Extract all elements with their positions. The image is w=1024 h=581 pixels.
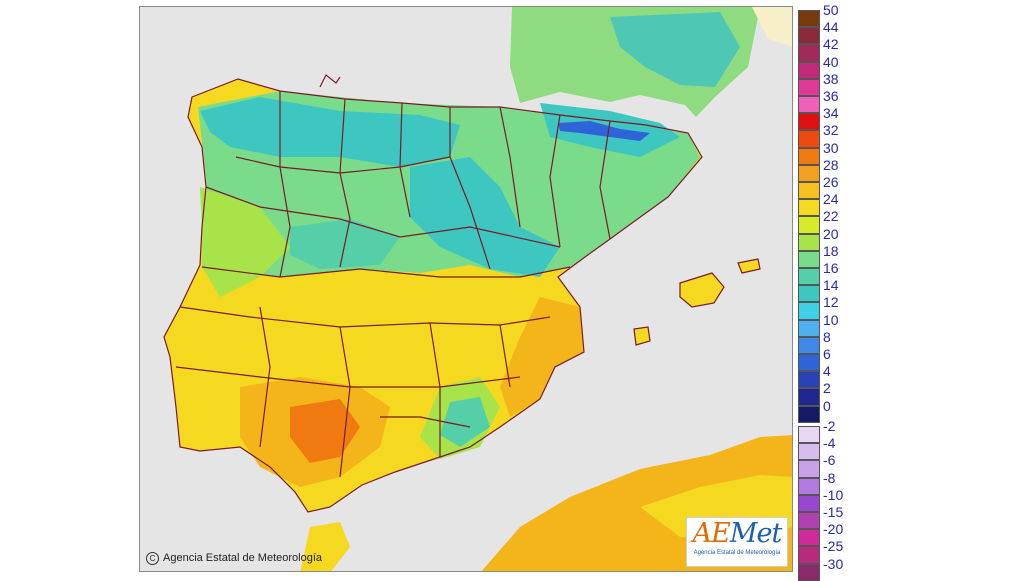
sierra-nevada-cool	[440, 397, 490, 447]
legend-label: 44	[823, 19, 839, 36]
legend-swatch-positive-10	[798, 182, 820, 200]
legend-swatch-positive-22	[798, 388, 820, 406]
legend-swatch-positive-9	[798, 164, 820, 182]
region-boundaries	[163, 74, 761, 513]
legend-label: 22	[823, 208, 839, 225]
legend-label: 32	[823, 122, 839, 139]
cantabrian-cold-zone	[200, 97, 460, 167]
guadalquivir-core	[290, 399, 360, 463]
legend-label: 30	[823, 139, 839, 156]
legend-swatch-positive-14	[798, 250, 820, 268]
legend-swatch-positive-17	[798, 302, 820, 320]
legend-swatch-positive-5	[798, 96, 820, 114]
legend-swatch-positive-4	[798, 78, 820, 96]
legend-swatch-positive-7	[798, 130, 820, 148]
legend-swatch-positive-16	[798, 285, 820, 303]
legend-swatch-negative-6	[798, 529, 820, 547]
ceuta-coast	[300, 522, 350, 571]
legend-label: 34	[823, 105, 839, 122]
legend-swatch-positive-13	[798, 233, 820, 251]
legend-label: 12	[823, 294, 839, 311]
legend-label: 2	[823, 380, 831, 397]
legend-label: 42	[823, 36, 839, 53]
iberian-range-cold-zone	[410, 157, 560, 277]
legend-swatch-negative-4	[798, 494, 820, 512]
credit-text: Agencia Estatal de Meteorología	[163, 552, 322, 564]
legend-swatch-positive-18	[798, 319, 820, 337]
ibiza-island	[634, 327, 650, 345]
legend-label: 20	[823, 225, 839, 242]
legend-label: 36	[823, 88, 839, 104]
legend-label: 50	[823, 2, 839, 18]
legend-swatch-negative-7	[798, 546, 820, 564]
legend-swatch-positive-12	[798, 216, 820, 234]
legend-swatch-positive-11	[798, 199, 820, 217]
legend-swatch-positive-2	[798, 44, 820, 62]
legend-label: 38	[823, 70, 839, 87]
map-canvas	[140, 7, 792, 571]
legend-label: 4	[823, 363, 831, 380]
copyright-credit: C Agencia Estatal de Meteorología	[146, 552, 322, 565]
legend-label: -15	[823, 504, 844, 520]
legend-swatch-negative-8	[798, 563, 820, 581]
legend-swatch-positive-19	[798, 336, 820, 354]
legend-swatch-negative-3	[798, 477, 820, 495]
legend-swatch-positive-15	[798, 268, 820, 286]
legend-label: -6	[823, 452, 836, 469]
legend-swatch-positive-21	[798, 371, 820, 389]
legend-label: 8	[823, 328, 831, 345]
logo-subtitle: Agencia Estatal de Meteorología	[693, 550, 781, 556]
legend-label: 26	[823, 174, 839, 190]
legend-swatch-negative-5	[798, 512, 820, 530]
legend-label: -4	[823, 435, 836, 452]
pyrenees-peaks	[558, 121, 650, 141]
legend-label: -30	[823, 555, 844, 572]
legend-label: 18	[823, 242, 839, 259]
france-mountains	[610, 12, 740, 87]
aemet-logo: AEMet Agencia Estatal de Meteorología	[686, 517, 788, 567]
legend-swatch-negative-1	[798, 443, 820, 461]
legend-label: 6	[823, 346, 831, 362]
legend-swatch-positive-23	[798, 405, 820, 423]
legend-label: -20	[823, 521, 844, 538]
levante-hot-zone	[500, 297, 584, 417]
legend-swatch-positive-20	[798, 354, 820, 372]
legend-swatch-positive-6	[798, 113, 820, 131]
legend-label: -25	[823, 538, 844, 555]
legend-swatch-negative-0	[798, 426, 820, 444]
legend-label: 14	[823, 277, 839, 294]
legend-label: 10	[823, 311, 839, 328]
legend-swatch-positive-3	[798, 61, 820, 79]
logo-wordmark: AEMet	[692, 518, 783, 549]
mallorca-island	[680, 273, 724, 307]
copyright-icon: C	[146, 552, 159, 565]
legend-label: 0	[823, 397, 831, 414]
legend-label: 40	[823, 53, 839, 70]
legend-label: -2	[823, 418, 836, 434]
legend-label: 28	[823, 156, 839, 173]
legend-label: -8	[823, 469, 836, 486]
mediterranean-france-coast	[752, 7, 792, 47]
legend-swatch-positive-0	[798, 10, 820, 28]
legend-swatch-positive-8	[798, 147, 820, 165]
temperature-legend: 50 44 42 40 38 36 34 32 30 28 26 24 22 20 18 16 14 12 10 8 6…	[798, 3, 870, 581]
temperature-map: C Agencia Estatal de Meteorología AEMet A…	[139, 6, 793, 572]
legend-label: -10	[823, 486, 844, 503]
legend-swatch-negative-2	[798, 460, 820, 478]
legend-label: 16	[823, 260, 839, 276]
legend-swatch-positive-1	[798, 27, 820, 45]
legend-label: 24	[823, 191, 839, 208]
